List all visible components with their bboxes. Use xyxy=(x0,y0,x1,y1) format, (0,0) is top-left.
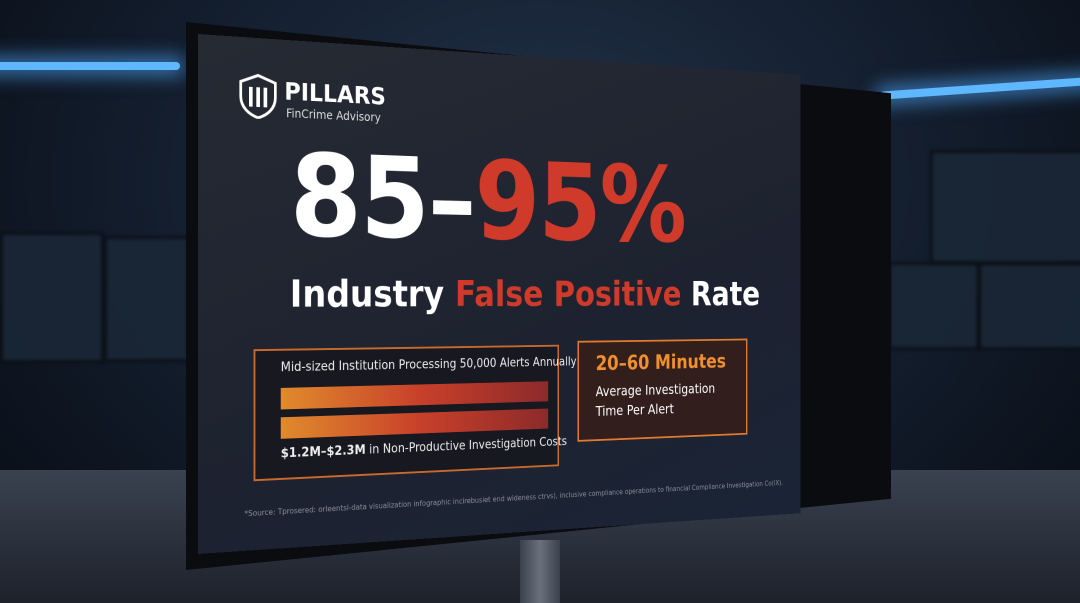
subheadline-lead: Industry xyxy=(289,272,445,316)
light-strip xyxy=(879,76,1080,100)
cost-bar xyxy=(280,381,549,410)
infographic: PILLARS FinCrime Advisory 85–95% Industr… xyxy=(198,34,801,554)
subheadline-highlight: False Positive xyxy=(454,273,682,315)
monitor-screen: PILLARS FinCrime Advisory 85–95% Industr… xyxy=(198,34,801,554)
subheadline-tail: Rate xyxy=(690,274,761,314)
background-monitor xyxy=(0,232,104,363)
background-monitor xyxy=(888,262,980,350)
light-strip xyxy=(0,62,180,70)
footnote: *Source: Tprosered: orleentsl-data visua… xyxy=(244,478,783,519)
time-box: 20–60 Minutes Average Investigation Time… xyxy=(577,338,748,442)
cost-box: Mid-sized Institution Processing 50,000 … xyxy=(253,344,577,482)
background-monitor xyxy=(930,150,1080,264)
time-line2: Time Per Alert xyxy=(595,400,674,420)
headline: 85–95% xyxy=(290,128,685,266)
subheadline: Industry False Positive Rate xyxy=(290,273,760,316)
time-line1: Average Investigation xyxy=(595,380,716,400)
headline-low: 85– xyxy=(289,128,475,265)
background-monitor xyxy=(104,236,190,362)
cost-amount: $1.2M–$2.3M xyxy=(280,443,366,462)
cost-title: Mid-sized Institution Processing 50,000 … xyxy=(280,355,577,376)
cost-caption-text: in Non-Productive Investigation Costs xyxy=(369,435,567,458)
headline-high: 95% xyxy=(474,136,686,267)
logo-name: PILLARS xyxy=(284,76,386,111)
background-monitor xyxy=(978,262,1080,350)
time-value: 20–60 Minutes xyxy=(595,350,726,376)
cost-caption: $1.2M–$2.3M in Non-Productive Investigat… xyxy=(281,435,567,461)
logo-icon xyxy=(239,72,277,119)
cost-bar xyxy=(280,408,549,439)
monitor-stand xyxy=(520,540,560,603)
